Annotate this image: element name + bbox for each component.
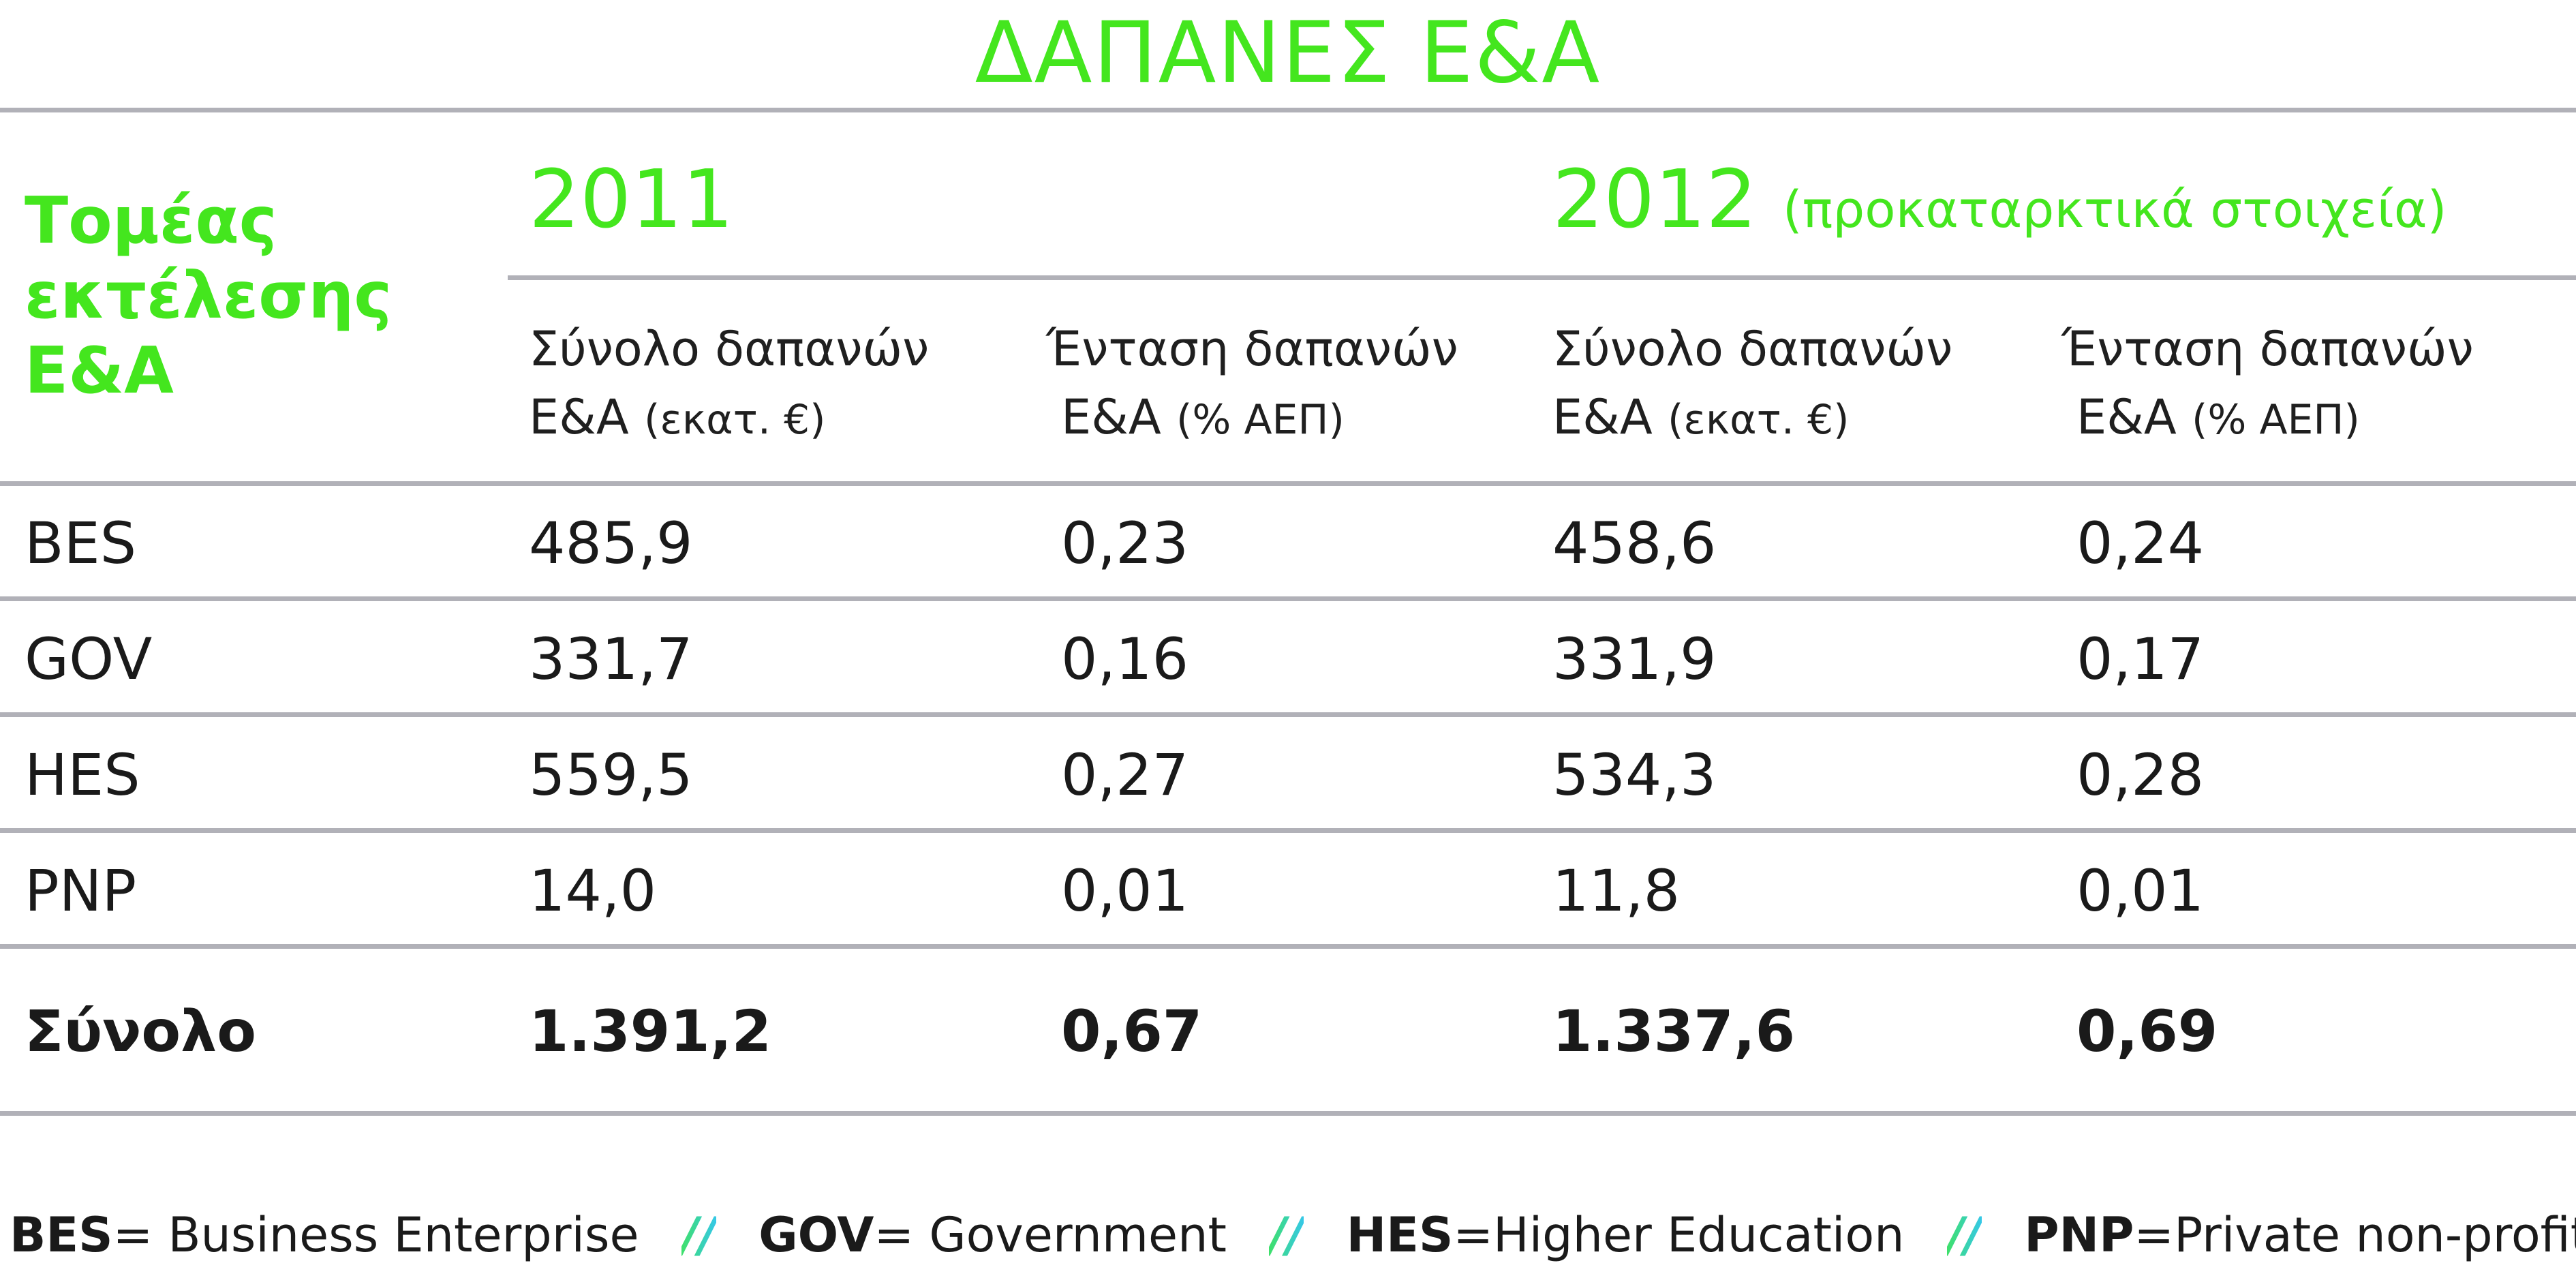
column-header-line1: Σύνολο δαπανών: [1552, 321, 1953, 377]
legend-separator: //: [681, 1201, 716, 1269]
row-divider: [0, 712, 2576, 717]
year-under-rule: [508, 275, 2576, 280]
row-gov-sector: GOV: [25, 626, 153, 693]
column-header-unit: (% ΑΕΠ): [1176, 396, 1345, 444]
sector-column-heading: Τομέας εκτέλεσης Ε&Α: [25, 184, 392, 409]
row-divider: [0, 944, 2576, 949]
column-header-unit: (% ΑΕΠ): [2191, 396, 2360, 444]
row-pnp-sector: PNP: [25, 857, 137, 924]
total-2012-total: 1.337,6: [1552, 998, 1796, 1065]
column-header-unit: (εκατ. €): [643, 396, 826, 444]
row-bes-2012-intensity: 0,24: [2076, 510, 2205, 577]
column-header-line2: Ε&Α (% ΑΕΠ): [1046, 383, 1458, 454]
row-pnp-2012-intensity: 0,01: [2076, 857, 2205, 924]
total-2011-intensity: 0,67: [1061, 998, 1203, 1065]
row-bes-2011-total: 485,9: [529, 510, 693, 577]
column-header-main: Ε&Α: [1061, 389, 1161, 445]
year-note: (προκαταρκτικά στοιχεία): [1782, 181, 2447, 239]
total-2011-total: 1.391,2: [529, 998, 772, 1065]
column-header-intensity-2011: Ένταση δαπανών Ε&Α (% ΑΕΠ): [1046, 315, 1458, 454]
column-header-intensity-2012: Ένταση δαπανών Ε&Α (% ΑΕΠ): [2061, 315, 2474, 454]
sector-heading-line-3: Ε&Α: [25, 334, 174, 408]
row-pnp-2012-total: 11,8: [1552, 857, 1681, 924]
row-gov-2012-intensity: 0,17: [2076, 626, 2205, 693]
year-label: 2011: [529, 152, 734, 246]
row-bes-2012-total: 458,6: [1552, 510, 1717, 577]
total-row-label: Σύνολο: [25, 998, 256, 1065]
row-hes-2012-total: 534,3: [1552, 742, 1717, 808]
legend-abbr: GOV: [758, 1207, 874, 1263]
column-header-line1: Ένταση δαπανών: [2061, 321, 2474, 377]
legend-definition: = Business Enterprise: [112, 1207, 639, 1263]
row-hes-2012-intensity: 0,28: [2076, 742, 2205, 808]
year-2011-heading: 2011: [529, 151, 733, 247]
row-pnp-2011-intensity: 0,01: [1061, 857, 1189, 924]
legend-item-gov: GOV= Government: [758, 1207, 1227, 1263]
row-divider: [0, 596, 2576, 601]
column-header-line2: Ε&Α (εκατ. €): [529, 383, 929, 454]
row-gov-2012-total: 331,9: [1552, 626, 1717, 693]
bottom-rule: [0, 1111, 2576, 1116]
legend-item-hes: HES=Higher Education: [1347, 1207, 1905, 1263]
column-header-line1: Ένταση δαπανών: [1046, 321, 1458, 377]
row-bes-sector: BES: [25, 510, 137, 577]
column-header-unit: (εκατ. €): [1667, 396, 1850, 444]
row-gov-2011-total: 331,7: [529, 626, 693, 693]
column-header-main: Ε&Α: [2076, 389, 2177, 445]
column-header-line2: Ε&Α (εκατ. €): [1552, 383, 1952, 454]
row-hes-2011-total: 559,5: [529, 742, 693, 808]
column-header-main: Ε&Α: [529, 389, 629, 445]
legend-separator: //: [1269, 1201, 1304, 1269]
legend-abbr: HES: [1346, 1207, 1454, 1263]
page-title: ΔΑΠΑΝΕΣ Ε&Α: [975, 4, 1601, 102]
column-header-total-2011: Σύνολο δαπανών Ε&Α (εκατ. €): [529, 315, 929, 454]
legend-item-pnp: PNP=Private non-profit: [2024, 1207, 2576, 1263]
column-header-line1: Σύνολο δαπανών: [529, 321, 930, 377]
legend-abbr: PNP: [2024, 1207, 2134, 1263]
top-rule: [0, 108, 2576, 112]
legend-abbr: BES: [10, 1207, 113, 1263]
legend-definition: = Government: [874, 1207, 1227, 1263]
column-header-main: Ε&Α: [1552, 389, 1653, 445]
row-bes-2011-intensity: 0,23: [1061, 510, 1189, 577]
sector-heading-line-1: Τομέας: [25, 184, 277, 258]
sector-heading-line-2: εκτέλεσης: [25, 259, 393, 333]
legend-item-bes: BES= Business Enterprise: [10, 1207, 639, 1263]
abbreviation-legend: BES= Business Enterprise // GOV= Governm…: [10, 1201, 2576, 1269]
column-header-line2: Ε&Α (% ΑΕΠ): [2061, 383, 2474, 454]
row-pnp-2011-total: 14,0: [529, 857, 657, 924]
total-2012-intensity: 0,69: [2076, 998, 2218, 1065]
year-label: 2012: [1552, 152, 1758, 246]
row-divider: [0, 828, 2576, 833]
header-bottom-rule: [0, 481, 2576, 486]
row-hes-sector: HES: [25, 742, 140, 808]
row-gov-2011-intensity: 0,16: [1061, 626, 1189, 693]
column-header-total-2012: Σύνολο δαπανών Ε&Α (εκατ. €): [1552, 315, 1952, 454]
legend-definition: =Higher Education: [1453, 1207, 1905, 1263]
legend-separator: //: [1947, 1201, 1982, 1269]
row-hes-2011-intensity: 0,27: [1061, 742, 1189, 808]
year-2012-heading: 2012 (προκαταρκτικά στοιχεία): [1552, 151, 2447, 258]
legend-definition: =Private non-profit: [2134, 1207, 2576, 1263]
